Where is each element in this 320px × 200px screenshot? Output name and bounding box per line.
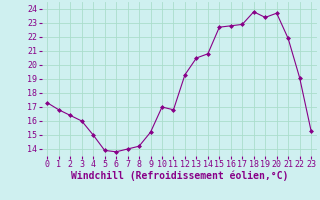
X-axis label: Windchill (Refroidissement éolien,°C): Windchill (Refroidissement éolien,°C) <box>70 171 288 181</box>
